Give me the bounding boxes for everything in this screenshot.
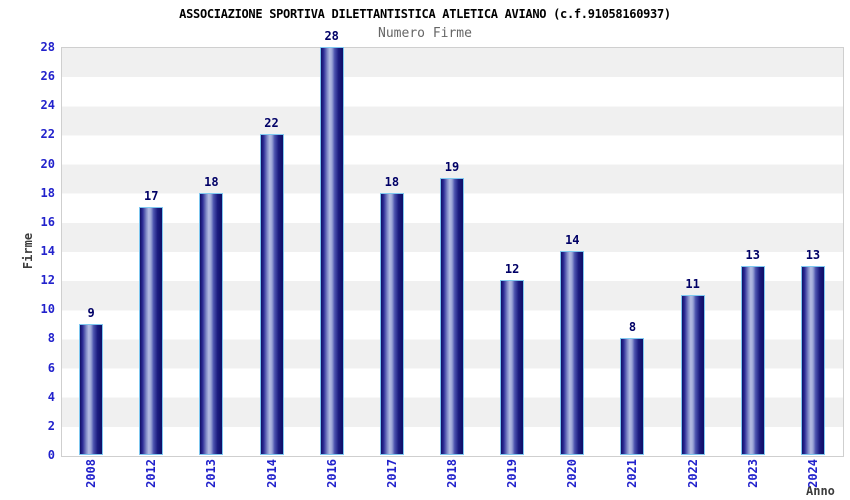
bar-value-label: 13 xyxy=(805,247,821,262)
bar-value-label: 13 xyxy=(745,247,760,262)
y-tick-label: 4 xyxy=(47,389,55,404)
bar-value-label: 14 xyxy=(565,233,580,247)
y-tick-label: 28 xyxy=(40,40,55,54)
bar-2019 xyxy=(500,280,525,455)
chart-subtitle: Numero Firme xyxy=(378,26,472,41)
bar-2021 xyxy=(620,338,645,455)
x-tick-label: 2024 xyxy=(805,459,820,488)
bar-2017 xyxy=(379,192,404,455)
x-tick-label: 2019 xyxy=(505,459,520,488)
x-tick-label: 2023 xyxy=(745,459,760,488)
bar-value-label: 18 xyxy=(384,174,400,189)
y-tick-label: 14 xyxy=(40,244,55,258)
x-tick-label: 2016 xyxy=(324,459,339,488)
y-tick-label: 22 xyxy=(40,127,55,142)
y-tick-label: 8 xyxy=(47,331,55,346)
bar-value-label: 22 xyxy=(264,116,279,131)
x-tick-label: 2008 xyxy=(84,459,99,488)
chart-title: ASSOCIAZIONE SPORTIVA DILETTANTISTICA AT… xyxy=(179,7,671,21)
y-tick-label: 6 xyxy=(47,360,55,375)
y-tick-label: 10 xyxy=(40,302,55,317)
y-tick-label: 2 xyxy=(47,418,55,433)
x-tick-label: 2020 xyxy=(565,459,580,488)
x-tick-label: 2014 xyxy=(264,459,279,488)
bar-2014 xyxy=(259,134,284,455)
bar-2022 xyxy=(680,294,705,455)
bar-value-label: 18 xyxy=(204,174,219,189)
bar-2023 xyxy=(740,265,765,455)
bar-2012 xyxy=(139,207,164,455)
x-axis-title: Anno xyxy=(806,484,835,498)
bar-value-label: 17 xyxy=(143,189,159,204)
y-tick-label: 24 xyxy=(40,98,55,113)
bar-value-label: 12 xyxy=(504,262,520,277)
x-tick-label: 2021 xyxy=(625,459,640,488)
y-tick-label: 18 xyxy=(40,185,55,200)
y-tick-label: 16 xyxy=(40,214,55,229)
y-tick-label: 26 xyxy=(40,69,55,84)
y-tick-label: 0 xyxy=(47,448,55,462)
x-tick-label: 2012 xyxy=(144,459,159,488)
bar-value-label: 9 xyxy=(87,305,95,320)
bar-value-label: 19 xyxy=(444,160,460,175)
bar-value-label: 8 xyxy=(628,320,637,335)
x-tick-label: 2013 xyxy=(204,459,219,488)
x-tick-label: 2017 xyxy=(384,459,399,488)
bar-2008 xyxy=(79,323,104,455)
x-tick-label: 2022 xyxy=(685,459,700,488)
bar-2016 xyxy=(319,47,344,455)
bar-2020 xyxy=(560,251,585,455)
bar-value-label: 28 xyxy=(324,29,339,43)
x-tick-label: 2018 xyxy=(445,459,459,488)
bar-value-label: 11 xyxy=(685,276,700,291)
y-tick-label: 12 xyxy=(40,273,55,288)
bar-2013 xyxy=(199,192,224,455)
y-tick-label: 20 xyxy=(40,156,55,171)
bar-2018 xyxy=(440,178,464,455)
bar-2024 xyxy=(800,265,825,455)
